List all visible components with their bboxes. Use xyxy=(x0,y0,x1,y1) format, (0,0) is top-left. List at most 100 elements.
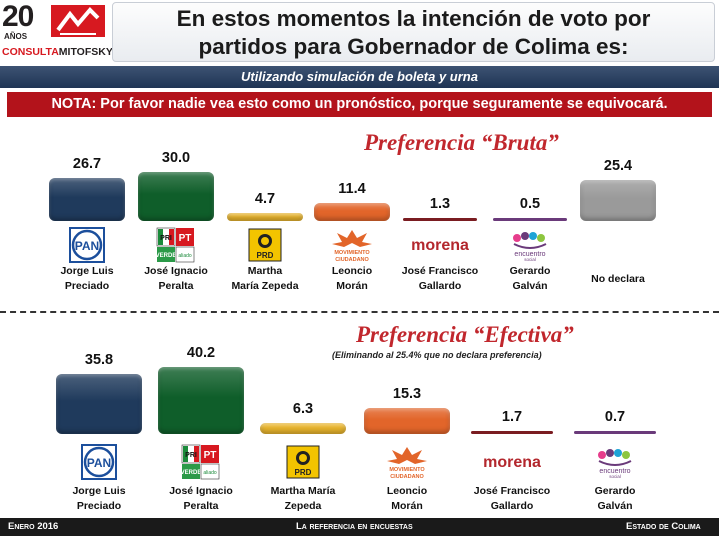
svg-text:VERDE: VERDE xyxy=(181,470,201,476)
bar-value-label-5: 0.5 xyxy=(519,196,541,212)
chart-1-title: Preferencia “Bruta” xyxy=(364,130,559,155)
bar-0 xyxy=(56,374,142,434)
svg-text:PT: PT xyxy=(204,450,217,461)
party-logo-icon-0: PAN xyxy=(67,443,131,481)
gross-preference-chart: 26.7 PAN Jorge Luis Preciado 30.0 PRI PT VERDE a… xyxy=(37,150,668,294)
bar-value-label-0: 26.7 xyxy=(72,155,102,172)
candidate-name-5: Gerardo Galván xyxy=(480,264,580,294)
svg-text:morena: morena xyxy=(483,454,541,471)
bar-3 xyxy=(364,408,450,434)
party-logo-icon-5: encuentro social xyxy=(498,226,562,264)
footer-tagline: La referencia en encuestas xyxy=(296,521,413,532)
party-logo-icon-2: PRD xyxy=(233,226,297,264)
bar-4 xyxy=(471,431,553,434)
section-divider xyxy=(0,311,719,313)
logo-anniversary-number: 20 xyxy=(2,0,34,33)
bar-1 xyxy=(158,366,244,434)
bar-value-label-2: 6.3 xyxy=(292,401,314,418)
svg-text:MOVIMIENTO: MOVIMIENTO xyxy=(389,467,425,473)
bar-value-label-6: 25.4 xyxy=(603,157,633,174)
bar-2 xyxy=(227,213,303,221)
chart-2-subtitle: (Eliminando al 25.4% que no declara pref… xyxy=(332,350,542,360)
candidate-name-line-2: María Zepeda xyxy=(231,280,299,292)
candidate-name-line-2: Zepeda xyxy=(284,500,322,512)
candidate-name-line-2: Peralta xyxy=(158,280,194,292)
bar-value-label-0: 35.8 xyxy=(84,352,114,369)
party-logo-icon-4: morena xyxy=(408,226,472,264)
candidate-name-line-1: No declara xyxy=(591,273,645,285)
title-line-1: En estos momentos la intención de voto p… xyxy=(176,6,651,31)
bar-2 xyxy=(260,423,346,434)
header: 20 AÑOS CONSULTAMITOFSKY En estos moment… xyxy=(0,0,719,66)
svg-text:PT: PT xyxy=(179,233,192,244)
ballot-box-icon xyxy=(51,5,105,37)
svg-text:encuentro: encuentro xyxy=(514,251,545,258)
logo-anos-text: AÑOS xyxy=(4,32,28,41)
candidate-name-0: Jorge Luis Preciado xyxy=(49,484,149,514)
chart-2-title: Preferencia “Efectiva” xyxy=(356,322,574,347)
effective-preference-chart: 35.8 PAN Jorge Luis Preciado 40.2 PRI PT VERDE a… xyxy=(49,344,665,514)
candidate-name-line-1: José Ignacio xyxy=(144,265,208,277)
candidate-name-1: José Ignacio Peralta xyxy=(126,264,226,294)
candidate-name-line-2: Gallardo xyxy=(418,280,462,292)
party-logo-icon-0: PAN xyxy=(55,226,119,264)
page-title: En estos momentos la intención de voto p… xyxy=(112,2,715,62)
candidate-name-line-1: Gerardo xyxy=(509,265,551,277)
candidate-name-line-1: José Ignacio xyxy=(169,485,233,497)
bar-1 xyxy=(138,172,214,221)
candidate-name-line-1: José Francisco xyxy=(473,485,551,497)
method-subtitle: Utilizando simulación de boleta y urna xyxy=(0,66,719,88)
footer-state: Estado de Colima xyxy=(626,521,701,532)
bar-5 xyxy=(574,431,656,434)
bar-0 xyxy=(49,177,125,221)
candidate-name-line-2: Preciado xyxy=(64,280,110,292)
bar-value-label-3: 11.4 xyxy=(338,180,366,197)
svg-text:social: social xyxy=(609,474,621,479)
svg-text:PRI: PRI xyxy=(160,235,172,242)
svg-text:morena: morena xyxy=(411,237,469,254)
footer: Enero 2016 La referencia en encuestas Es… xyxy=(0,518,719,536)
candidate-name-line-1: Leoncio xyxy=(386,485,428,497)
party-logo-icon-4: morena xyxy=(480,443,544,481)
svg-text:PRD: PRD xyxy=(257,251,274,260)
svg-text:PRI: PRI xyxy=(185,452,197,459)
candidate-name-line-1: Martha xyxy=(247,265,283,277)
candidate-name-3: Leoncio Morán xyxy=(357,484,457,514)
svg-text:MOVIMIENTO: MOVIMIENTO xyxy=(334,250,370,256)
candidate-name-line-1: Gerardo xyxy=(594,485,636,497)
svg-text:PRD: PRD xyxy=(295,468,312,477)
candidate-name-3: Leoncio Morán xyxy=(302,264,402,294)
title-line-2: partidos para Gobernador de Colima es: xyxy=(198,34,629,59)
bar-value-label-5: 0.7 xyxy=(604,409,626,425)
consulta-mitofsky-logo: 20 AÑOS CONSULTAMITOFSKY xyxy=(2,0,113,60)
candidate-name-line-1: Martha María xyxy=(270,485,336,497)
bar-3 xyxy=(314,202,390,221)
candidate-name-4: José Francisco Gallardo xyxy=(390,264,490,294)
bar-value-label-1: 30.0 xyxy=(161,150,191,167)
party-logo-icon-2: PRD xyxy=(271,443,335,481)
bar-5 xyxy=(493,218,567,221)
candidate-name-6: No declara xyxy=(568,272,668,287)
svg-text:CIUDADANO: CIUDADANO xyxy=(390,474,424,480)
svg-text:aliado: aliado xyxy=(203,470,217,476)
svg-text:encuentro: encuentro xyxy=(599,468,630,475)
bar-4 xyxy=(403,218,477,221)
candidate-name-line-1: Jorge Luis xyxy=(60,265,114,277)
logo-name: CONSULTAMITOFSKY xyxy=(2,46,113,58)
svg-text:PAN: PAN xyxy=(87,456,111,470)
candidate-name-line-1: Leoncio xyxy=(331,265,373,277)
svg-text:PAN: PAN xyxy=(75,239,99,253)
candidate-name-line-2: Morán xyxy=(391,500,423,512)
candidate-name-5: Gerardo Galván xyxy=(565,484,665,514)
candidate-name-line-2: Peralta xyxy=(183,500,219,512)
candidate-name-line-1: Jorge Luis xyxy=(72,485,126,497)
svg-text:social: social xyxy=(524,257,536,262)
candidate-name-line-2: Morán xyxy=(336,280,368,292)
bar-value-label-4: 1.3 xyxy=(429,196,451,212)
candidate-name-line-2: Preciado xyxy=(76,500,122,512)
party-logo-icon-1: PRI PT VERDE aliado xyxy=(144,226,208,264)
candidate-name-1: José Ignacio Peralta xyxy=(151,484,251,514)
bar-value-label-4: 1.7 xyxy=(501,409,523,425)
bar-value-label-1: 40.2 xyxy=(186,344,216,361)
candidate-name-0: Jorge Luis Preciado xyxy=(37,264,137,294)
